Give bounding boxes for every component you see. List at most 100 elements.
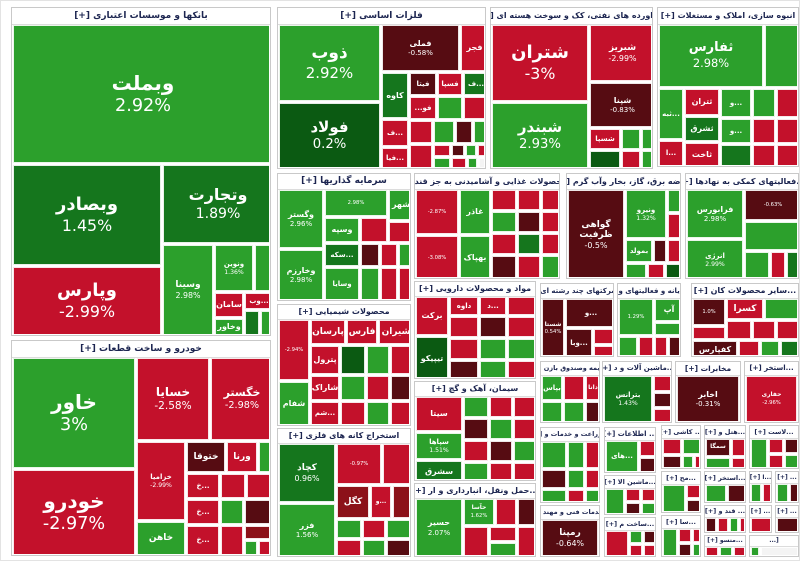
ticker-tile[interactable]: [518, 234, 540, 254]
ticker-tile[interactable]: [642, 489, 654, 501]
sector-title-electricity[interactable]: عرضه برق، گاز، بخار وآب گرم [+]: [567, 174, 680, 190]
ticker-tile[interactable]: [221, 500, 243, 524]
ticker-tile[interactable]: [221, 474, 245, 498]
ticker-tile[interactable]: [367, 402, 389, 424]
ticker-tile[interactable]: [456, 121, 472, 143]
ticker-tile[interactable]: -2.87%: [416, 190, 458, 234]
ticker-tile[interactable]: [753, 321, 775, 339]
sector-title-construction[interactable]: ...ساخت م [+]: [605, 518, 655, 531]
ticker-tile[interactable]: [361, 268, 379, 299]
ticker-tile[interactable]: [706, 485, 726, 501]
sector-title-insurance[interactable]: ...بیمه وصندوق بازن [+]: [541, 362, 599, 376]
ticker-tile[interactable]: [245, 526, 269, 539]
ticker-tile-وپارس[interactable]: وپارس -2.99%: [13, 267, 161, 334]
ticker-tile[interactable]: [542, 190, 558, 210]
ticker-tile[interactable]: [695, 456, 699, 467]
ticker-tile-...ف[interactable]: ...ف: [464, 73, 484, 95]
ticker-tile[interactable]: [381, 244, 397, 266]
sector-title-institutions[interactable]: ...فعالیتهای کمکی به نهادها [+]: [686, 174, 798, 190]
ticker-tile[interactable]: [687, 485, 699, 498]
ticker-tile-داوه[interactable]: داوه: [450, 297, 478, 315]
ticker-tile-شهر[interactable]: شهر: [389, 190, 409, 220]
ticker-tile[interactable]: [255, 245, 269, 291]
ticker-tile[interactable]: [706, 547, 718, 555]
sector-title-sugar[interactable]: ... قند و [+]: [705, 506, 745, 518]
sector-title-misc-b[interactable]: ... [+]: [776, 472, 798, 484]
ticker-tile[interactable]: [630, 531, 642, 543]
ticker-tile[interactable]: 1.0%: [693, 299, 725, 325]
ticker-tile[interactable]: [654, 240, 666, 262]
ticker-tile-...ا[interactable]: ...ا: [659, 141, 683, 165]
ticker-tile-فرابورس[interactable]: فرابورس 2.98%: [687, 190, 743, 238]
ticker-tile-سپاها[interactable]: سپاها 1.51%: [416, 433, 462, 459]
ticker-tile-کچاد[interactable]: کچاد 0.96%: [279, 444, 335, 502]
ticker-tile-فولاد[interactable]: فولاد 0.2%: [279, 103, 380, 167]
ticker-tile[interactable]: [518, 499, 534, 525]
ticker-tile[interactable]: [568, 470, 584, 488]
ticker-tile-اخابر[interactable]: اخابر -0.31%: [677, 376, 739, 421]
ticker-tile[interactable]: [763, 484, 770, 501]
ticker-tile[interactable]: 1.29%: [619, 299, 653, 335]
ticker-tile-بپاس[interactable]: بپاس: [542, 376, 562, 400]
ticker-tile-وبصادر[interactable]: وبصادر 1.45%: [13, 165, 161, 265]
ticker-tile[interactable]: [399, 244, 409, 266]
sector-title-hotel[interactable]: ...هتل و [+]: [705, 426, 745, 439]
ticker-tile[interactable]: [514, 441, 534, 461]
ticker-tile[interactable]: [668, 190, 679, 212]
ticker-tile-فارس[interactable]: فارس: [347, 320, 377, 344]
ticker-tile-وگستر[interactable]: وگستر 2.96%: [279, 190, 323, 248]
ticker-tile[interactable]: [718, 518, 728, 531]
ticker-tile[interactable]: [468, 158, 477, 167]
ticker-tile[interactable]: [663, 485, 685, 511]
ticker-tile[interactable]: [683, 456, 693, 467]
ticker-tile[interactable]: [668, 214, 679, 238]
ticker-tile[interactable]: -0.97%: [337, 444, 381, 484]
ticker-tile[interactable]: [753, 89, 775, 117]
sector-title-food[interactable]: ...محصولات غذایی و آشامیدنی به جز قند [+…: [415, 174, 559, 190]
ticker-tile[interactable]: [363, 540, 385, 555]
ticker-tile[interactable]: [745, 252, 769, 277]
sector-title-oil[interactable]: فراورده های نفتی، کک و سوخت هسته ای [+]: [491, 8, 652, 25]
ticker-tile[interactable]: [777, 89, 797, 117]
ticker-tile[interactable]: [751, 439, 767, 467]
ticker-tile-...و[interactable]: ...و: [721, 89, 751, 117]
ticker-tile-خزامیا[interactable]: خزامیا -2.99%: [137, 442, 185, 520]
ticker-tile[interactable]: [492, 212, 516, 232]
ticker-tile-گواهی ظرفیت[interactable]: گواهی ظرفیت -0.5%: [568, 190, 624, 277]
ticker-tile[interactable]: [542, 256, 558, 277]
ticker-tile-شتران[interactable]: شتران -3%: [492, 25, 588, 101]
ticker-tile[interactable]: [492, 256, 516, 277]
ticker-tile[interactable]: [732, 439, 744, 456]
ticker-tile[interactable]: [679, 544, 691, 555]
ticker-tile[interactable]: [619, 337, 637, 355]
ticker-tile[interactable]: [734, 547, 744, 555]
ticker-tile[interactable]: [777, 484, 788, 501]
ticker-tile[interactable]: [586, 442, 598, 468]
ticker-tile-شستا[interactable]: شستا 0.54%: [542, 299, 564, 355]
ticker-tile-خودرو[interactable]: خودرو -2.97%: [13, 470, 135, 554]
ticker-tile-فزر[interactable]: فزر 1.56%: [279, 504, 335, 555]
ticker-tile[interactable]: [771, 252, 785, 277]
ticker-tile[interactable]: [542, 402, 562, 421]
ticker-tile[interactable]: [410, 145, 432, 167]
ticker-tile[interactable]: [381, 268, 397, 299]
ticker-tile[interactable]: [337, 540, 361, 555]
ticker-tile[interactable]: [777, 518, 797, 531]
sector-title-auto[interactable]: خودرو و ساخت قطعات [+]: [12, 341, 270, 358]
ticker-tile[interactable]: [542, 490, 566, 501]
ticker-tile[interactable]: [679, 529, 691, 542]
sector-title-cement[interactable]: سیمان، آهک و گچ [+]: [415, 382, 535, 397]
ticker-tile-دانا[interactable]: دانا: [586, 376, 598, 400]
ticker-tile[interactable]: [663, 439, 681, 454]
ticker-tile[interactable]: [761, 547, 797, 555]
ticker-tile[interactable]: [626, 264, 646, 277]
ticker-tile-...وب[interactable]: ...وب: [245, 293, 269, 309]
ticker-tile-سمگا[interactable]: سمگا: [706, 439, 730, 456]
sector-title-mining[interactable]: استخراج کانه های فلزی [+]: [278, 429, 410, 444]
ticker-tile[interactable]: [663, 529, 677, 555]
ticker-tile[interactable]: [648, 264, 664, 277]
ticker-tile-...و[interactable]: ...و: [371, 486, 391, 518]
ticker-tile[interactable]: [341, 346, 365, 374]
ticker-tile[interactable]: [642, 503, 654, 513]
ticker-tile[interactable]: [626, 489, 640, 501]
